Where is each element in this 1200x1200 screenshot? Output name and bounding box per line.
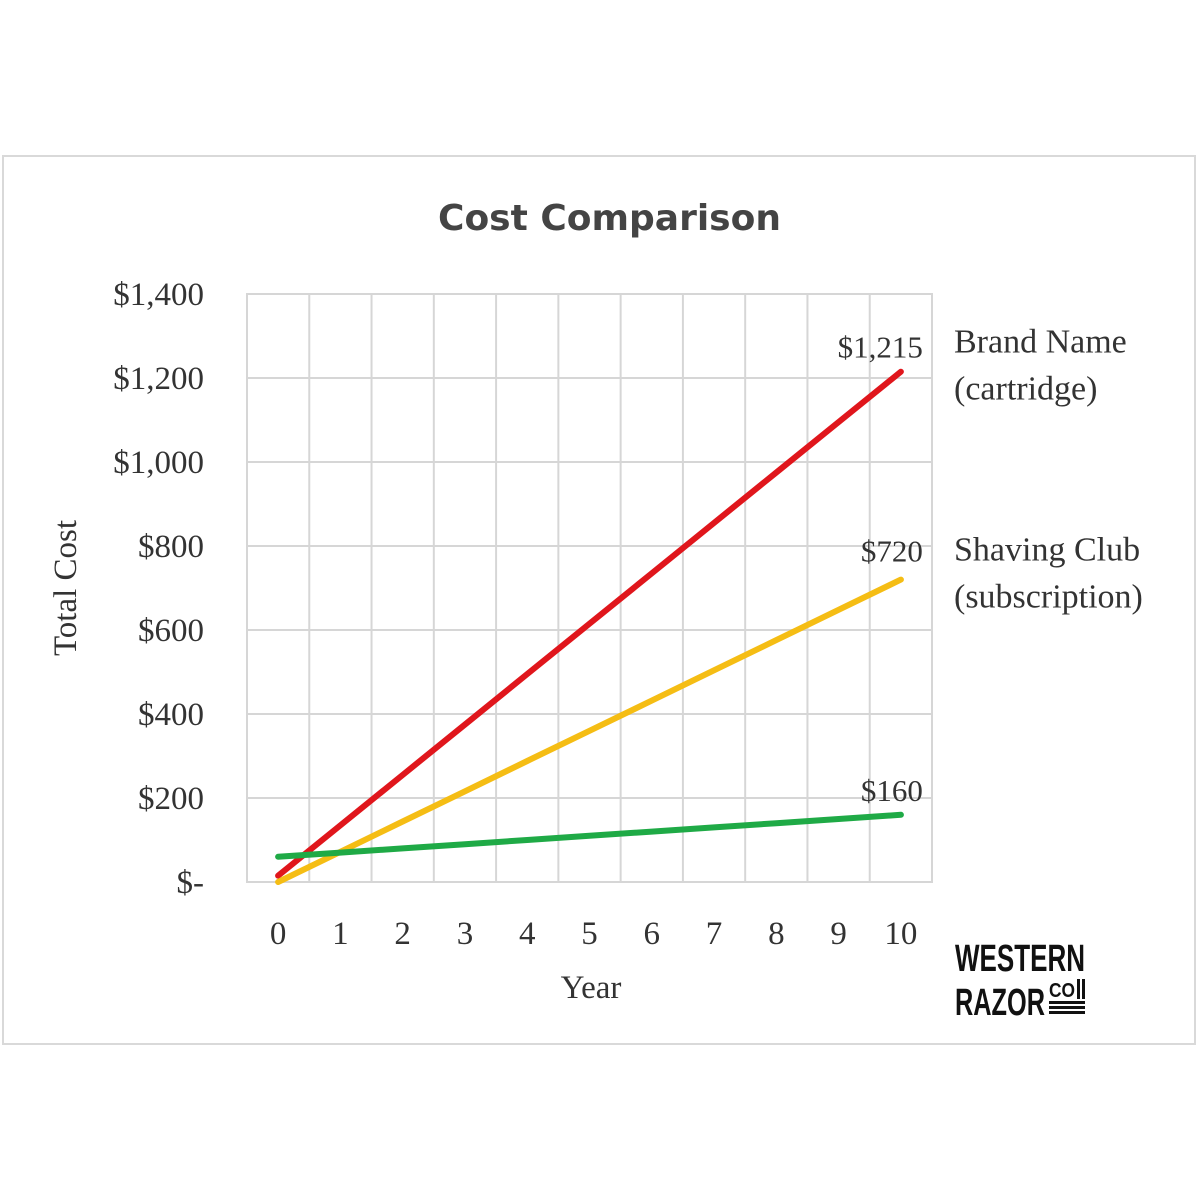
y-axis-title: Total Cost <box>48 520 84 656</box>
x-axis-title: Year <box>561 970 622 1006</box>
y-tick-label: $1,000 <box>113 445 204 481</box>
logo-stripe <box>1077 979 1080 999</box>
chart-frame: $- $200 $400 $600 $800 $1,000 $1,200 $1,400 0 1 2 3… <box>2 155 1196 1045</box>
plot-border <box>246 293 933 883</box>
x-tick-label: 1 <box>332 916 349 952</box>
y-tick-label: $800 <box>138 529 204 565</box>
series-line <box>275 811 904 860</box>
x-tick-label: 8 <box>768 916 785 952</box>
x-tick-label: 10 <box>884 916 917 952</box>
x-tick-label: 9 <box>830 916 847 952</box>
series-line <box>275 368 904 879</box>
logo-stripe <box>1082 979 1085 999</box>
logo-co: CO <box>1049 980 1075 1002</box>
end-value-label: $1,215 <box>838 330 923 365</box>
x-tick-label: 4 <box>519 916 536 952</box>
x-tick-label: 5 <box>581 916 598 952</box>
y-tick-label: $200 <box>138 781 204 817</box>
x-tick-label: 0 <box>270 916 287 952</box>
logo-stripe <box>1049 1006 1085 1009</box>
series-lines <box>275 368 904 885</box>
western-razor-logo: WESTERN RAZOR CO <box>955 938 1085 1019</box>
end-value-label: $160 <box>861 773 923 808</box>
y-tick-label: $1,200 <box>113 361 204 397</box>
y-tick-label: $600 <box>138 613 204 649</box>
series-name-label: (subscription) <box>954 579 1143 616</box>
labels: Cost Comparison $1,215 Brand Name (cartridg… <box>438 198 1143 808</box>
series-name-label: Shaving Club <box>954 532 1140 569</box>
logo-line-western: WESTERN <box>955 938 1085 980</box>
end-value-label: $720 <box>861 534 923 569</box>
cost-comparison-chart: $- $200 $400 $600 $800 $1,000 $1,200 $1,400 0 1 2 3… <box>48 198 1143 1006</box>
axes: $- $200 $400 $600 $800 $1,000 $1,200 $1,400 0 1 2 3… <box>48 277 917 1006</box>
x-tick-label: 2 <box>394 916 411 952</box>
x-tick-label: 6 <box>644 916 661 952</box>
series-name-label: (cartridge) <box>954 371 1097 408</box>
x-tick-label: 3 <box>457 916 474 952</box>
x-tick-label: 7 <box>706 916 723 952</box>
y-tick-label: $400 <box>138 697 204 733</box>
chart-title: Cost Comparison <box>438 198 781 239</box>
y-tick-label: $1,400 <box>113 277 204 313</box>
logo-stripe <box>1049 1011 1085 1014</box>
logo-stripe <box>1049 1001 1085 1004</box>
logo-line-razor: RAZOR <box>955 982 1045 1019</box>
series-name-label: Brand Name <box>954 324 1127 361</box>
grid <box>246 293 933 883</box>
y-tick-label: $- <box>177 865 205 901</box>
series-line <box>275 576 904 885</box>
